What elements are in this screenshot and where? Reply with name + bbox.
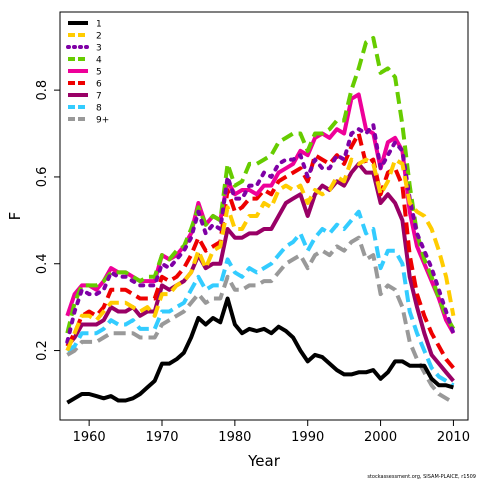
x-tick-label: 1960 — [73, 430, 106, 445]
legend-label: 7 — [96, 92, 102, 102]
plot-frame — [59, 11, 469, 421]
footnote: stockassessment.org, SISAM-PLAICE, r1509 — [367, 474, 476, 480]
series-line-8 — [66, 209, 455, 388]
series-line-5 — [65, 92, 456, 335]
legend-label: 6 — [96, 80, 102, 90]
y-tick-label: 0.2 — [35, 340, 50, 361]
x-tick-label: 1990 — [291, 430, 324, 445]
legend-label: 2 — [96, 32, 102, 42]
x-tick-label: 2010 — [437, 430, 470, 445]
series-line-3 — [65, 122, 456, 344]
legend-label: 9+ — [96, 116, 109, 126]
y-tick-label: 0.8 — [35, 80, 50, 101]
y-axis: 0.2 0.4 0.6 0.8 — [35, 80, 60, 361]
x-axis-label: Year — [247, 452, 281, 470]
legend-label: 3 — [96, 44, 102, 54]
x-axis: 1960 1970 1980 1990 2000 2010 — [73, 420, 470, 445]
series-line-1 — [66, 296, 454, 405]
series-line-2 — [65, 157, 456, 352]
legend-label: 5 — [96, 68, 102, 78]
y-tick-label: 0.6 — [35, 167, 50, 188]
x-tick-label: 2000 — [364, 430, 397, 445]
x-tick-label: 1970 — [145, 430, 178, 445]
series-line-9plus — [66, 235, 455, 405]
legend: 1 2 3 4 5 6 7 8 9+ — [66, 20, 109, 126]
x-tick-label: 1980 — [218, 430, 251, 445]
y-axis-label: F — [6, 212, 24, 221]
legend-label: 1 — [96, 20, 102, 30]
legend-label: 8 — [96, 104, 102, 114]
series-line-4 — [65, 36, 456, 334]
series-layer — [65, 36, 456, 405]
legend-label: 4 — [96, 56, 102, 66]
y-tick-label: 0.4 — [35, 253, 50, 274]
